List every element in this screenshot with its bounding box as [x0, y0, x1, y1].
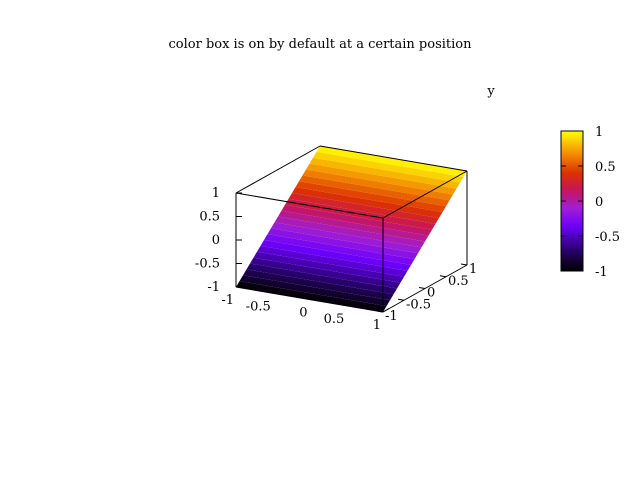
surface-band: [313, 151, 464, 183]
surface-band: [274, 216, 425, 248]
y-axis-label: y: [486, 84, 495, 99]
y-tick-mark: [460, 263, 468, 266]
surface-band: [292, 187, 443, 218]
z-tick-label: 0.5: [199, 210, 220, 225]
surface-band: [299, 175, 450, 207]
surface-band: [257, 245, 408, 277]
z-tick-label: 0: [212, 233, 220, 248]
x-tick-mark: [309, 295, 316, 300]
y-tick-mark: [418, 287, 426, 289]
surface-band: [306, 163, 457, 195]
tick-marks: [235, 192, 468, 313]
x-tick-mark: [272, 289, 279, 294]
surface-band: [271, 222, 422, 254]
color-box-tick-label: 0.5: [595, 160, 616, 175]
surface-band: [302, 169, 453, 201]
surface-band: [316, 146, 467, 177]
box-edge: [235, 145, 321, 194]
y-tick-label: -0.5: [406, 297, 431, 312]
surface-band: [295, 181, 446, 213]
surface-band: [264, 234, 415, 265]
y-tick-mark: [376, 310, 384, 313]
color-box-tick-label: 0: [595, 195, 603, 210]
color-box-tick-label: -0.5: [595, 230, 620, 245]
x-tick-label: 0.5: [324, 312, 345, 327]
surface-band: [243, 269, 394, 301]
y-tick-mark: [397, 298, 405, 301]
tick-labels: -1 -0.5 0 0.5 1-1-0.500.51-1-0.500.51: [195, 186, 477, 333]
y-tick-mark: [439, 275, 447, 278]
box-edge: [235, 192, 384, 219]
z-tick-label: -1: [207, 280, 220, 295]
surface-band: [281, 204, 432, 236]
color-box-tick-label: -1: [595, 265, 608, 280]
y-tick-label: 1: [469, 262, 477, 277]
y-tick-label: 0: [427, 286, 435, 301]
surface-band: [288, 193, 439, 224]
surface-band: [260, 240, 411, 271]
x-tick-label: 1: [373, 318, 381, 333]
color-box-tick-label: 1: [595, 125, 603, 140]
surface-band: [309, 157, 460, 189]
x-tick-mark: [346, 301, 353, 307]
surface-band: [253, 251, 404, 283]
z-tick-label: -0.5: [195, 257, 220, 272]
chart-title: color box is on by default at a certain …: [169, 37, 473, 52]
surface-layer: [236, 146, 467, 312]
box-edge: [319, 145, 468, 172]
surface-band: [267, 228, 418, 260]
z-tick-label: 1: [212, 186, 220, 201]
surface-band: [239, 275, 390, 307]
color-box: -1 -0.5 0 0.5 1: [560, 125, 620, 280]
x-tick-mark: [382, 308, 390, 313]
y-tick-label: -1: [385, 309, 398, 324]
x-tick-label: 0: [299, 306, 307, 321]
x-tick-mark: [235, 283, 243, 288]
surface-band: [278, 210, 429, 242]
y-tick-label: 0.5: [448, 274, 469, 289]
surface-band: [250, 257, 401, 289]
box-edge: [382, 170, 468, 219]
x-tick-label: -1: [221, 293, 234, 308]
surface-band: [246, 263, 397, 295]
x-tick-label: -0.5: [246, 299, 271, 314]
